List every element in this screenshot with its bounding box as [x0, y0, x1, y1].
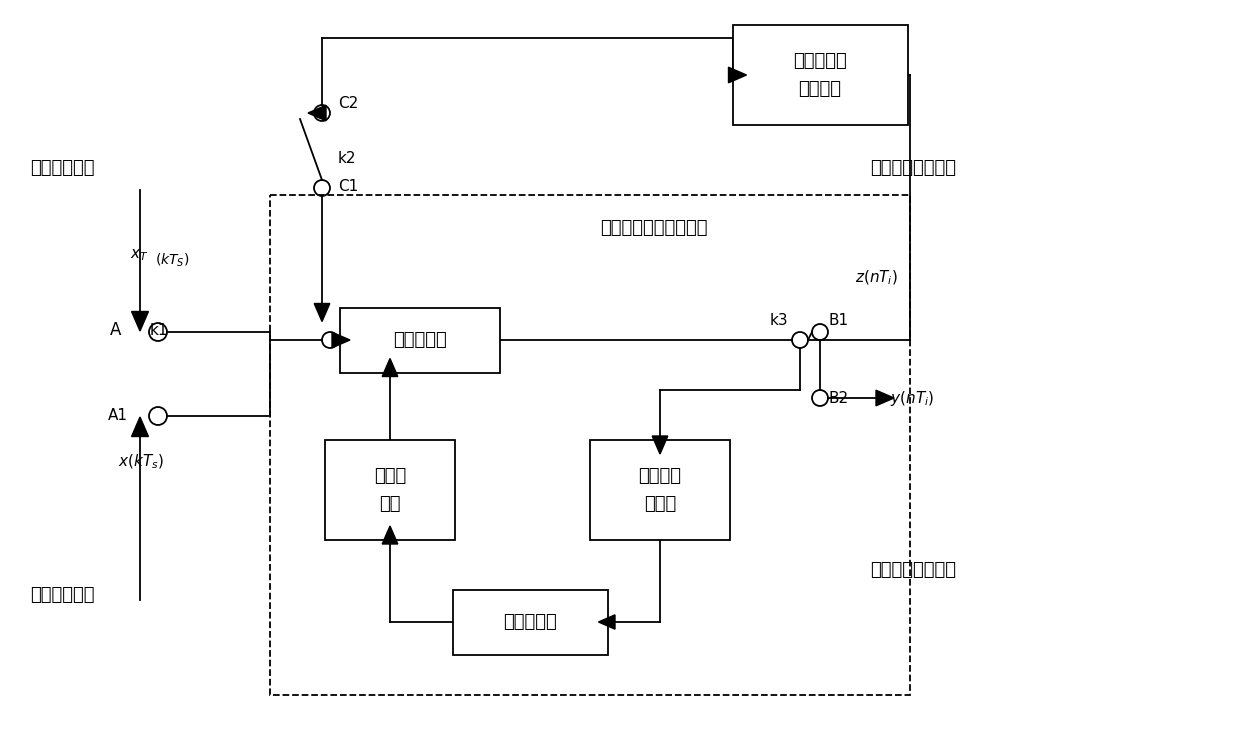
- Polygon shape: [131, 417, 149, 437]
- Text: A: A: [110, 321, 122, 339]
- Text: $z(nT_i)$: $z(nT_i)$: [856, 269, 898, 287]
- Text: 数控振
荡器: 数控振 荡器: [374, 467, 407, 513]
- Polygon shape: [131, 311, 149, 331]
- Polygon shape: [599, 615, 615, 629]
- Polygon shape: [652, 436, 668, 454]
- Text: B1: B1: [828, 313, 848, 327]
- Text: k3: k3: [770, 313, 789, 327]
- Text: $y(nT_i)$: $y(nT_i)$: [890, 389, 934, 408]
- Text: 内插滤波器: 内插滤波器: [393, 331, 446, 349]
- Polygon shape: [308, 105, 326, 121]
- Text: $(kT_S)$: $(kT_S)$: [155, 252, 190, 269]
- Bar: [453, 590, 608, 655]
- Text: B2: B2: [828, 391, 848, 405]
- Text: 训练输入信号: 训练输入信号: [30, 159, 94, 177]
- Bar: [270, 195, 910, 695]
- Bar: [590, 440, 730, 540]
- Bar: [340, 308, 500, 373]
- Text: C2: C2: [339, 95, 358, 111]
- Text: 定时误差
探测器: 定时误差 探测器: [639, 467, 682, 513]
- Text: $x_T$: $x_T$: [130, 247, 149, 263]
- Polygon shape: [382, 359, 398, 376]
- Text: 工作输入信号: 工作输入信号: [30, 586, 94, 604]
- Text: 最佳采样位
置处理器: 最佳采样位 置处理器: [794, 52, 847, 98]
- Polygon shape: [875, 390, 894, 406]
- Text: 训练采样样本输出: 训练采样样本输出: [870, 159, 956, 177]
- Text: 反馈结构符号同步环路: 反馈结构符号同步环路: [600, 219, 708, 237]
- Bar: [325, 440, 455, 540]
- Text: C1: C1: [339, 179, 358, 193]
- Text: A1: A1: [108, 408, 128, 423]
- Polygon shape: [729, 67, 746, 83]
- Text: 环路滤波器: 环路滤波器: [503, 613, 557, 631]
- Text: k1: k1: [150, 322, 169, 338]
- Polygon shape: [332, 332, 350, 348]
- Text: $x(kT_s)$: $x(kT_s)$: [118, 453, 164, 471]
- Polygon shape: [314, 303, 330, 321]
- Polygon shape: [382, 526, 398, 544]
- Text: k2: k2: [339, 150, 357, 165]
- Bar: [733, 25, 908, 125]
- Text: 最佳采样样本输出: 最佳采样样本输出: [870, 561, 956, 579]
